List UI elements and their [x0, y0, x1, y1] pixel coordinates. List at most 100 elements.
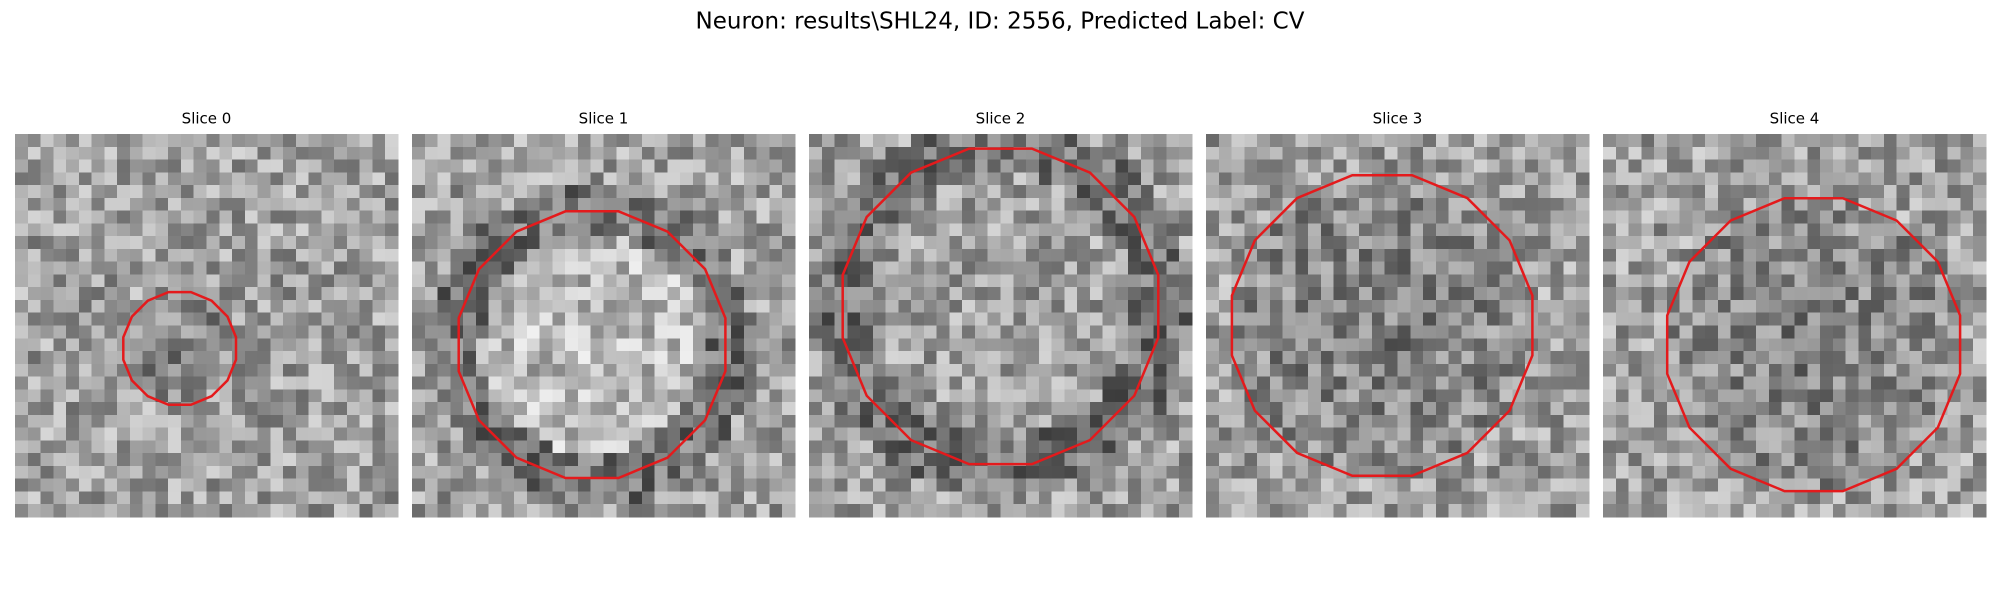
pixel	[911, 491, 925, 505]
pixel	[1026, 287, 1040, 301]
pixel	[1666, 223, 1681, 237]
pixel	[475, 465, 490, 480]
pixel	[283, 172, 297, 186]
pixel	[168, 351, 182, 365]
pixel	[1973, 389, 1987, 403]
pixel	[142, 351, 157, 365]
pixel	[206, 185, 220, 199]
pixel	[1423, 274, 1437, 288]
pixel	[1038, 274, 1053, 288]
pixel	[295, 504, 310, 518]
pixel	[1295, 338, 1309, 352]
pixel	[1013, 312, 1027, 327]
pixel	[1883, 338, 1898, 352]
pixel	[180, 376, 195, 390]
pixel	[911, 287, 925, 301]
pixel	[616, 491, 630, 505]
pixel	[1000, 504, 1014, 518]
panel-title: Slice 3	[1373, 110, 1423, 128]
pixel	[359, 402, 374, 416]
pixel	[1026, 376, 1040, 390]
pixel	[1051, 440, 1065, 454]
pixel	[936, 363, 951, 378]
pixel	[334, 287, 348, 301]
pixel	[743, 351, 758, 365]
pixel	[359, 185, 374, 199]
pixel	[1705, 159, 1719, 173]
pixel	[359, 312, 374, 327]
pixel	[616, 414, 630, 429]
pixel	[1435, 197, 1450, 212]
pixel	[1359, 338, 1373, 352]
pixel	[1883, 172, 1898, 186]
pixel	[1410, 414, 1424, 429]
pixel	[654, 402, 668, 416]
pixel	[1474, 197, 1488, 212]
pixel	[1922, 236, 1936, 250]
pixel	[1641, 351, 1655, 365]
pixel	[974, 504, 989, 518]
pixel	[463, 325, 477, 339]
pixel	[168, 299, 182, 314]
pixel	[270, 274, 284, 288]
pixel	[412, 440, 426, 454]
pixel	[1140, 261, 1155, 276]
pixel	[501, 491, 515, 505]
pixel	[962, 223, 976, 237]
pixel	[334, 504, 348, 518]
pixel	[412, 465, 426, 480]
pixel	[885, 146, 899, 161]
pixel	[974, 146, 989, 161]
pixel	[1269, 197, 1284, 212]
pixel	[1603, 414, 1617, 429]
pixel	[1038, 325, 1053, 339]
pixel	[1423, 312, 1437, 327]
pixel	[1486, 236, 1501, 250]
pixel	[1692, 299, 1706, 314]
pixel	[40, 312, 54, 327]
pixel	[78, 376, 93, 390]
pixel	[244, 440, 259, 454]
pixel	[475, 376, 490, 390]
pixel	[860, 338, 874, 352]
pixel	[412, 312, 426, 327]
pixel	[1871, 287, 1885, 301]
pixel	[1026, 210, 1040, 224]
pixel	[1140, 427, 1155, 441]
pixel	[1641, 312, 1655, 327]
pixel	[1115, 248, 1129, 263]
pixel	[1448, 274, 1462, 288]
pixel	[731, 427, 745, 441]
pixel	[1743, 338, 1757, 352]
pixel	[1077, 453, 1091, 467]
pixel	[616, 376, 630, 390]
pixel	[308, 312, 322, 327]
pixel	[129, 440, 144, 454]
pixel	[1333, 261, 1348, 276]
pixel	[66, 146, 80, 161]
pixel	[1410, 351, 1424, 365]
pixel	[91, 504, 105, 518]
pixel	[809, 197, 823, 212]
pixel	[155, 402, 169, 416]
pixel	[1679, 338, 1693, 352]
pixel	[1333, 389, 1348, 403]
pixel	[923, 312, 938, 327]
pixel	[923, 134, 938, 148]
pixel	[40, 491, 54, 505]
pixel	[756, 427, 771, 441]
pixel	[987, 402, 1002, 416]
pixel	[911, 351, 925, 365]
pixel	[1026, 478, 1040, 493]
pixel	[1705, 299, 1719, 314]
pixel	[53, 223, 67, 237]
contour	[841, 147, 1160, 466]
pixel	[1013, 465, 1027, 480]
pixel	[1512, 351, 1526, 365]
pixel	[270, 363, 284, 378]
pixel	[1346, 427, 1360, 441]
pixel	[1603, 465, 1617, 480]
pixel	[437, 159, 451, 173]
pixel	[219, 172, 233, 186]
pixel	[283, 210, 297, 224]
